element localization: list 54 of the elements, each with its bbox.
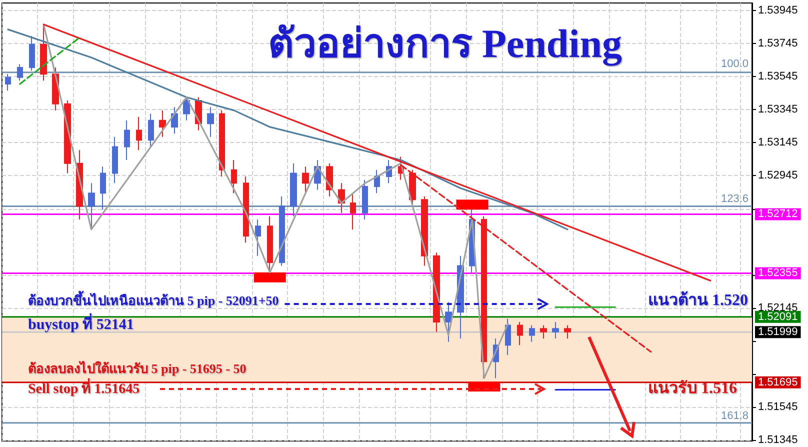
candlestick [171,106,178,134]
candlestick [529,324,535,342]
candlestick [159,110,166,138]
y-tick-label: 1.53945 [758,4,798,16]
candlestick [183,96,190,121]
candlestick [148,113,154,148]
candlestick [100,166,106,210]
candlestick [290,162,297,217]
candlestick [517,321,523,346]
ref-line-label: 1.51999 [758,326,798,338]
candlestick [552,321,559,340]
ref-line-label: 1.52712 [758,208,798,220]
annotation: 161.8 [721,410,749,422]
ref-line-label: 1.52091 [758,310,798,323]
ref-line-label: 1.51695 [758,376,798,388]
candlestick [29,36,35,72]
candlestick [112,136,118,184]
candlestick [540,324,547,340]
annotation: แนวต้าน 1.520 [648,292,748,310]
y-tick-label: 1.53745 [758,37,798,50]
candlestick [374,169,380,194]
candlestick [124,120,130,161]
candlestick [505,318,511,356]
candlestick [219,110,225,178]
candlestick [433,252,440,332]
y-tick-label: 1.53545 [758,70,798,83]
y-tick-label: 1.51545 [758,401,798,414]
y-tick-label: 1.51345 [758,434,798,446]
y-tick-label: 1.52945 [758,170,798,182]
candlestick [207,106,214,138]
candlestick [17,64,23,82]
candlestick [279,196,285,266]
candlestick [255,219,261,256]
annotation: แนวรับ 1.516 [648,380,737,398]
annotation: 100.0 [721,58,749,70]
candlestick [231,160,237,194]
candlestick [362,179,368,220]
text: ตัวอย่างการ Pending [268,21,622,66]
candlestick [88,182,95,230]
annotation: ต้องลบลงไปใต้แนวรับ 5 pip - 51695 - 50 [28,361,246,376]
candlestick [5,74,11,92]
ref-line-label: 1.52355 [758,267,798,280]
candlestick [267,216,273,273]
candlestick [421,196,428,266]
annotation: ต้องบวกขึ้นไปเหนือแนวต้าน 5 pip - 52091+50 [28,293,279,308]
y-tick-label: 1.53145 [758,136,798,149]
candlestick [243,176,249,244]
y-tick-label: 1.53345 [758,104,798,116]
candlestick [445,302,452,342]
annotation: 123.6 [721,193,749,206]
candlestick [302,166,309,194]
candlestick [350,192,356,230]
candlestick [564,324,571,340]
candlestick [136,116,142,151]
